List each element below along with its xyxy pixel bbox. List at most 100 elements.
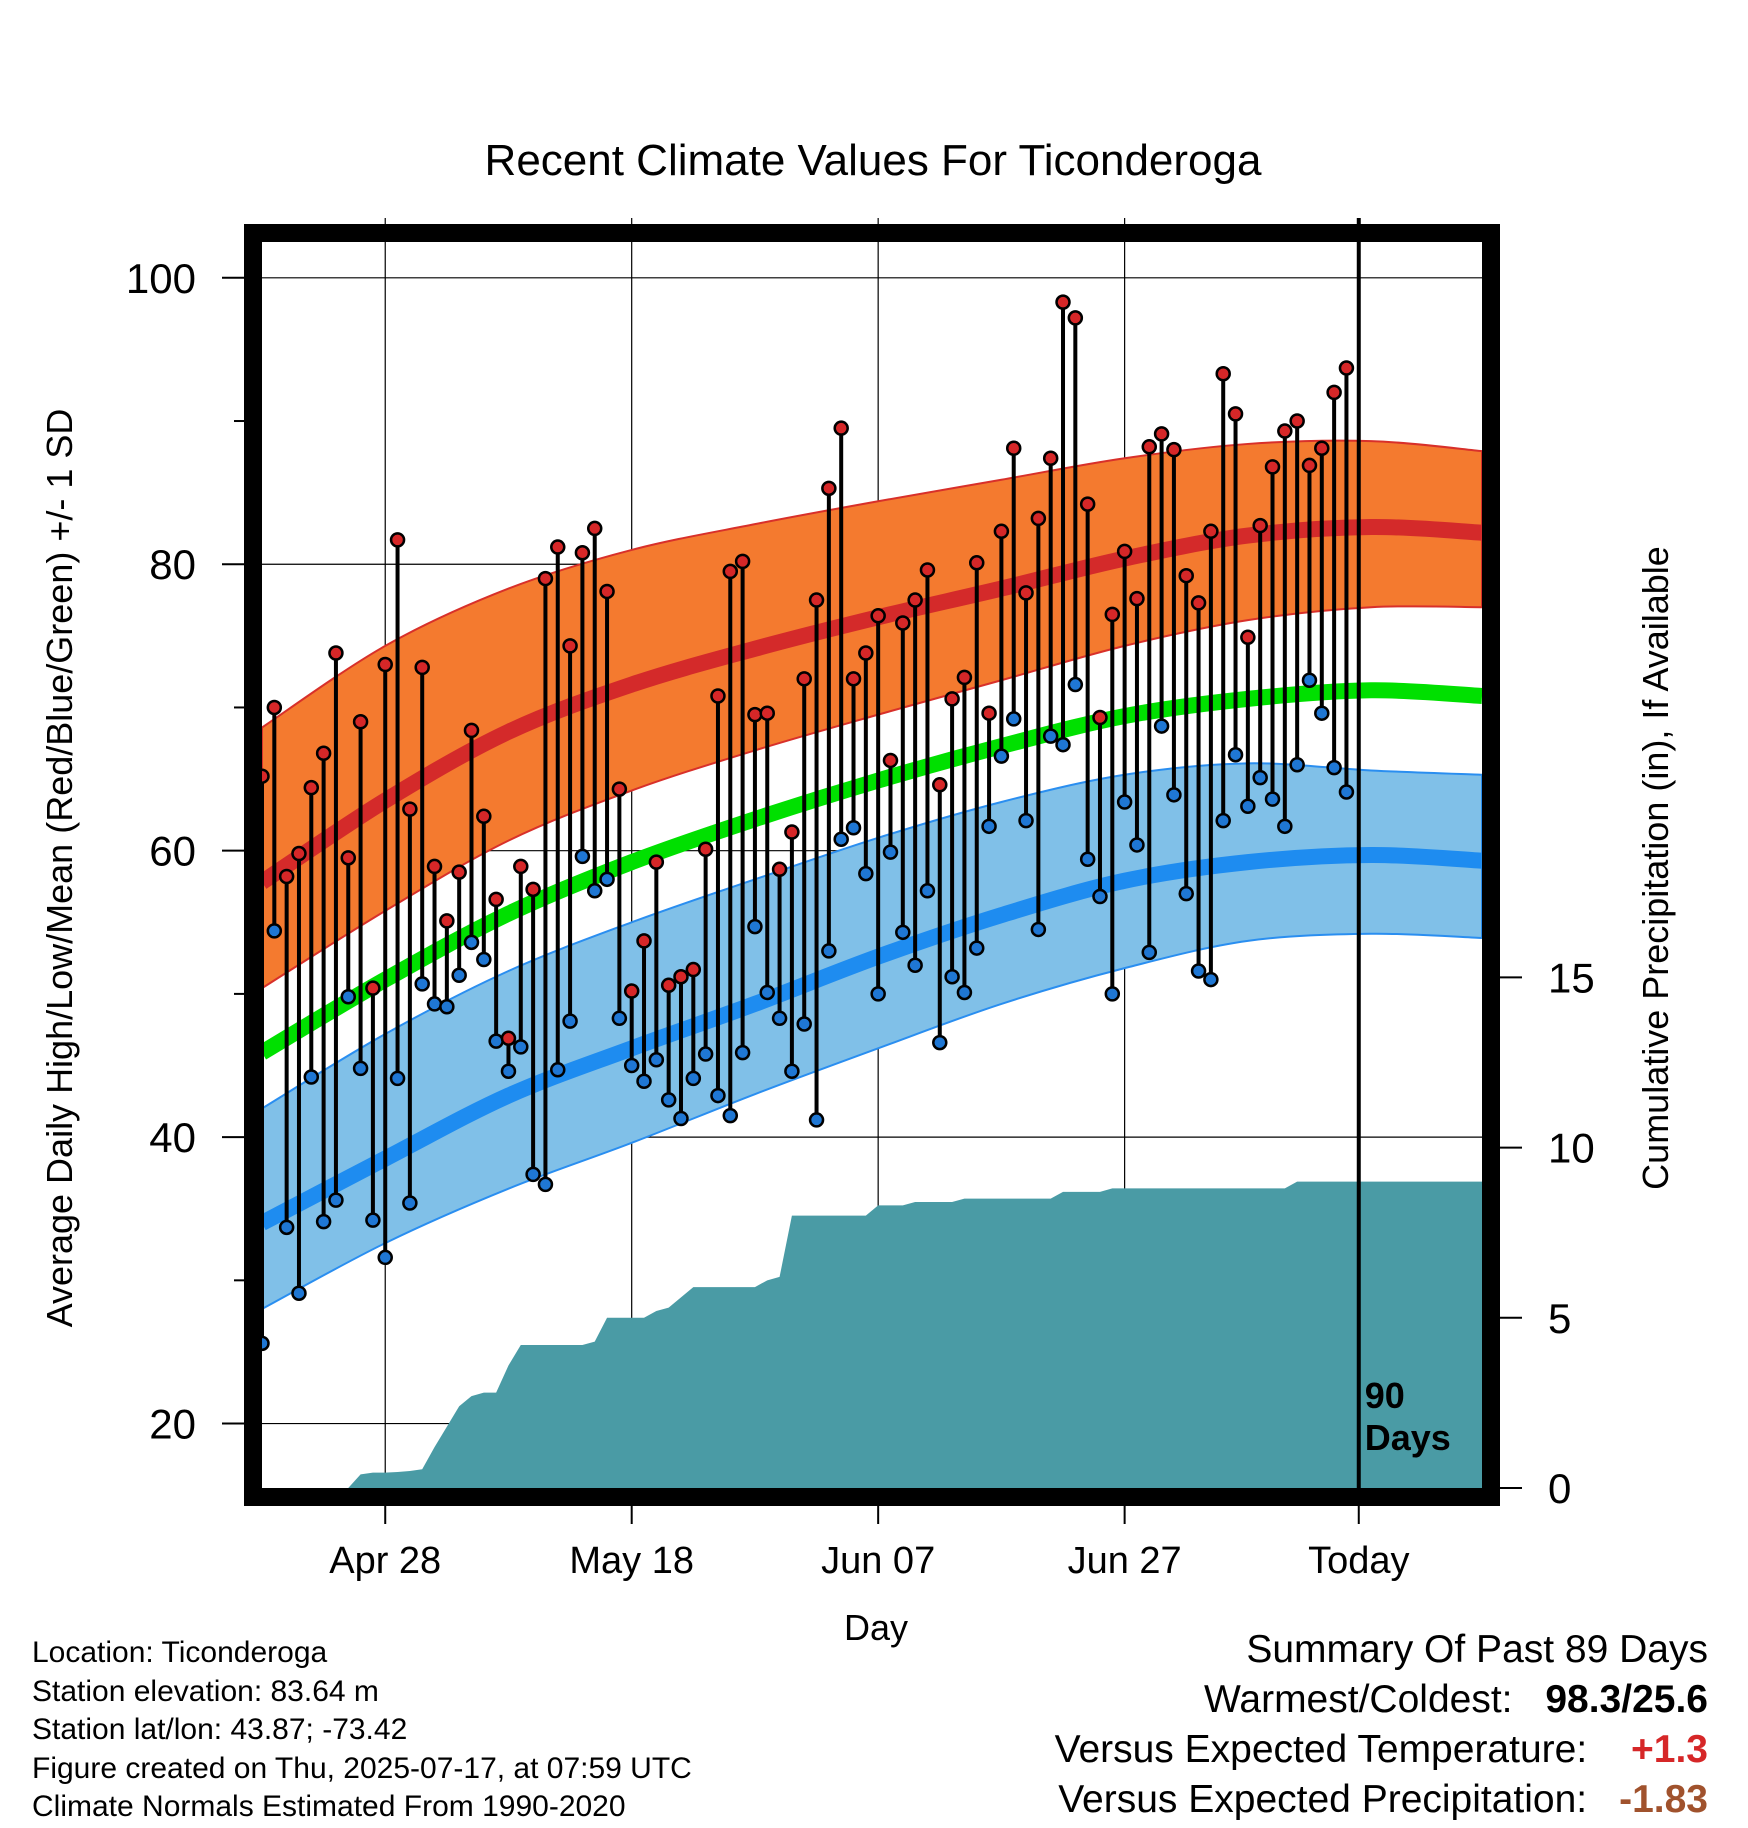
high-point: [402, 801, 418, 817]
low-point: [734, 1044, 751, 1061]
high-point: [784, 824, 800, 840]
high-point: [993, 523, 1010, 540]
high-point: [710, 688, 726, 704]
low-point: [488, 1033, 504, 1049]
high-point: [833, 420, 849, 436]
y-tick-label: 100: [126, 255, 196, 302]
high-point: [463, 722, 480, 739]
station-info: Location: Ticonderoga Station elevation:…: [32, 1634, 692, 1827]
low-point: [1190, 963, 1207, 979]
y2-tick-label: 10: [1548, 1125, 1595, 1172]
high-point: [1277, 423, 1293, 439]
x-tick-label: Jun 27: [1068, 1540, 1182, 1582]
high-point: [944, 691, 960, 707]
low-point: [796, 1016, 812, 1032]
high-point: [1153, 426, 1170, 442]
low-point: [784, 1063, 800, 1079]
low-point: [1153, 718, 1170, 734]
location-text: Location: Ticonderoga: [32, 1636, 328, 1669]
low-point: [500, 1063, 517, 1079]
low-point: [685, 1070, 702, 1087]
high-point: [907, 592, 923, 608]
high-point: [574, 545, 591, 561]
temp-label: Versus Expected Temperature:: [1054, 1728, 1588, 1771]
low-point: [1129, 837, 1145, 853]
low-point: [833, 831, 849, 847]
low-point: [648, 1052, 665, 1068]
low-point: [525, 1166, 541, 1183]
low-point: [1092, 888, 1108, 905]
low-point: [821, 943, 837, 959]
low-point: [1203, 971, 1219, 988]
high-point: [771, 861, 788, 878]
low-point: [1264, 791, 1281, 807]
low-point: [1042, 728, 1059, 744]
chart-title: Recent Climate Values For Ticonderoga: [485, 136, 1262, 185]
low-point: [1166, 787, 1182, 803]
high-point: [1215, 366, 1231, 382]
high-point: [895, 615, 911, 631]
low-point: [1252, 769, 1268, 786]
low-point: [845, 820, 862, 836]
high-point: [340, 850, 357, 866]
y-tick-label: 80: [149, 541, 196, 588]
x-tick-label: May 18: [569, 1540, 694, 1582]
precip-row: Versus Expected Precipitation: -1.83: [1055, 1775, 1708, 1825]
low-point: [882, 844, 899, 860]
high-point: [586, 520, 603, 537]
high-point: [476, 808, 492, 825]
high-point: [1338, 360, 1355, 376]
high-point: [550, 539, 566, 555]
y2-tick-label: 15: [1548, 954, 1595, 1001]
low-point: [858, 865, 874, 882]
high-point: [1116, 543, 1133, 560]
temp-row: Versus Expected Temperature: +1.3: [1055, 1725, 1708, 1775]
high-point: [919, 562, 936, 578]
high-point: [636, 933, 652, 949]
low-point: [660, 1092, 677, 1108]
y2-axis-label: Cumulative Precipitation (in), If Availa…: [1635, 546, 1676, 1190]
low-point: [771, 1010, 788, 1026]
high-point: [315, 745, 332, 762]
low-point: [574, 848, 591, 865]
low-point: [747, 918, 763, 935]
low-point: [956, 984, 973, 1001]
high-point: [956, 669, 973, 686]
high-point: [1030, 510, 1047, 527]
plot-border: [244, 224, 1500, 1506]
low-point: [895, 924, 911, 941]
low-point: [932, 1034, 948, 1051]
high-point: [278, 868, 295, 885]
high-point: [821, 480, 837, 497]
high-point: [722, 563, 739, 580]
low-point: [1018, 812, 1034, 829]
low-point: [1178, 885, 1194, 902]
high-point: [525, 881, 541, 898]
low-point: [1067, 676, 1084, 693]
x-tick-label: Today: [1308, 1540, 1409, 1582]
low-point: [550, 1062, 566, 1078]
high-point: [1326, 384, 1342, 401]
high-point: [660, 977, 677, 994]
y2-tick-label: 0: [1548, 1465, 1571, 1512]
high-point: [845, 671, 862, 687]
high-point: [1227, 406, 1244, 422]
low-point: [944, 968, 960, 985]
high-point: [685, 961, 702, 978]
high-point: [1190, 595, 1207, 611]
low-point: [1215, 812, 1231, 829]
high-point: [1289, 413, 1305, 429]
warm-cold-label: Warmest/Coldest:: [1204, 1678, 1513, 1721]
low-point: [1227, 746, 1244, 763]
high-point: [488, 891, 504, 908]
low-point: [1326, 759, 1342, 776]
low-point: [623, 1057, 640, 1074]
precip-value: -1.83: [1619, 1778, 1708, 1821]
today-days-label: Days: [1365, 1417, 1451, 1458]
high-point: [858, 645, 874, 661]
high-point: [882, 752, 899, 769]
high-point: [291, 845, 307, 862]
low-point: [611, 1010, 628, 1026]
high-point: [1042, 450, 1059, 467]
